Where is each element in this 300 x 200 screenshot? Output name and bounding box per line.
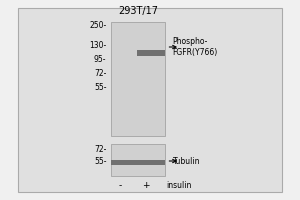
Text: 55-: 55- xyxy=(94,156,106,166)
Text: 72-: 72- xyxy=(94,144,106,154)
Text: 130-: 130- xyxy=(89,40,106,49)
Text: 293T/17: 293T/17 xyxy=(118,6,158,16)
Text: +: + xyxy=(142,182,149,190)
Bar xyxy=(137,50,165,56)
Bar xyxy=(111,22,165,136)
Bar xyxy=(111,160,165,165)
Text: -: - xyxy=(118,182,122,190)
Text: 95-: 95- xyxy=(94,55,106,64)
Text: Phospho-
FGFR(Y766): Phospho- FGFR(Y766) xyxy=(172,37,218,57)
Bar xyxy=(18,8,282,192)
Text: 250-: 250- xyxy=(89,21,106,29)
Bar xyxy=(111,144,165,176)
Text: 72-: 72- xyxy=(94,68,106,77)
Text: 55-: 55- xyxy=(94,83,106,92)
Text: insulin: insulin xyxy=(167,182,192,190)
Text: Tubulin: Tubulin xyxy=(172,156,200,166)
